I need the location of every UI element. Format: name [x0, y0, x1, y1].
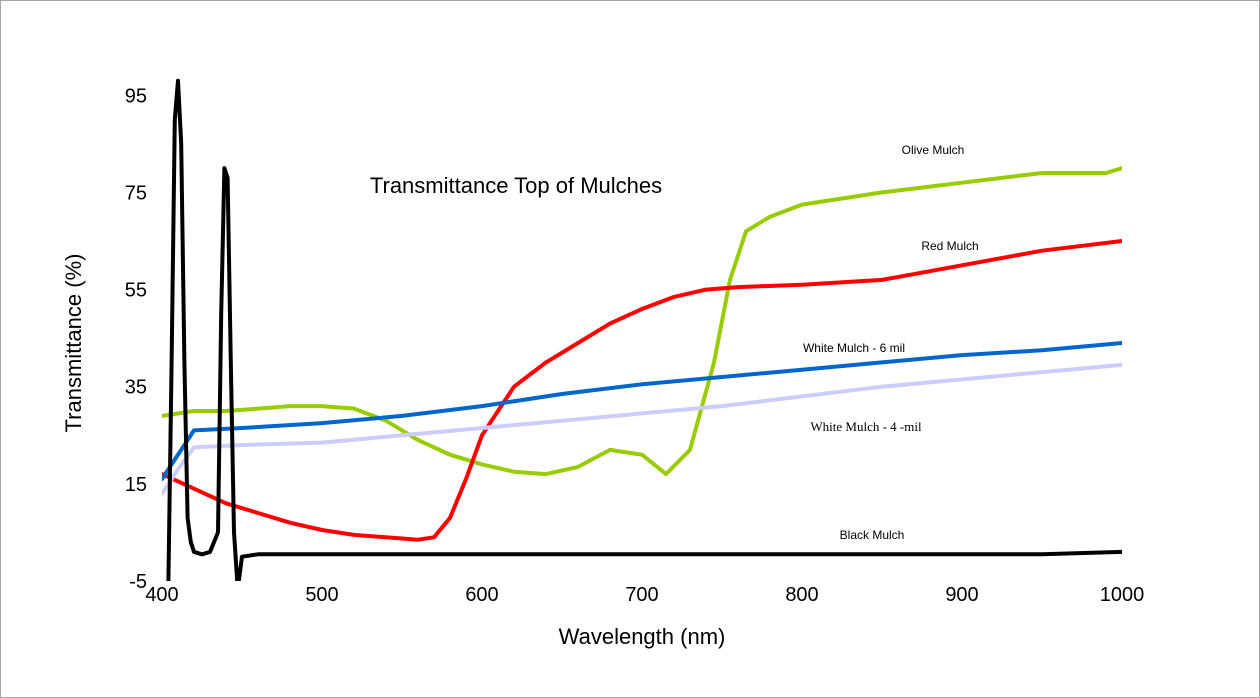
series-label-white-mulch-4-mil: White Mulch - 4 -mil [810, 419, 922, 434]
y-tick-label: 75 [125, 182, 147, 204]
x-tick-label: 600 [465, 584, 498, 606]
x-tick-label: 800 [785, 584, 818, 606]
series-lines [162, 81, 1122, 581]
series-line-olive-mulch [162, 168, 1122, 474]
x-tick-label: 900 [945, 584, 978, 606]
y-tick-label: 55 [125, 280, 147, 302]
y-tick-label: -5 [129, 571, 147, 593]
series-labels: Olive Mulch Red Mulch White Mulch - 6 mi… [803, 143, 979, 542]
x-tick-label: 1000 [1100, 584, 1145, 606]
series-label-olive-mulch: Olive Mulch [902, 143, 965, 157]
series-label-white-mulch-6-mil: White Mulch - 6 mil [803, 341, 905, 355]
y-tick-label: 95 [125, 85, 147, 107]
series-line-white-mulch-6-mil [162, 343, 1122, 479]
series-line-black-mulch [168, 81, 1122, 581]
chart-title: Transmittance Top of Mulches [370, 173, 662, 198]
x-tick-label: 700 [625, 584, 658, 606]
y-tick-label: 15 [125, 474, 147, 496]
series-label-black-mulch: Black Mulch [840, 528, 905, 542]
y-axis-title: Transmittance (%) [61, 254, 86, 433]
x-tick-label: 400 [145, 584, 178, 606]
y-tick-label: 35 [125, 377, 147, 399]
x-tick-label: 500 [305, 584, 338, 606]
y-tick-labels: -5 15 35 55 75 95 [125, 85, 147, 593]
x-tick-labels: 400 500 600 700 800 900 1000 [145, 584, 1144, 606]
x-axis-title: Wavelength (nm) [559, 624, 726, 649]
series-line-red-mulch [162, 241, 1122, 540]
series-label-red-mulch: Red Mulch [921, 239, 978, 253]
